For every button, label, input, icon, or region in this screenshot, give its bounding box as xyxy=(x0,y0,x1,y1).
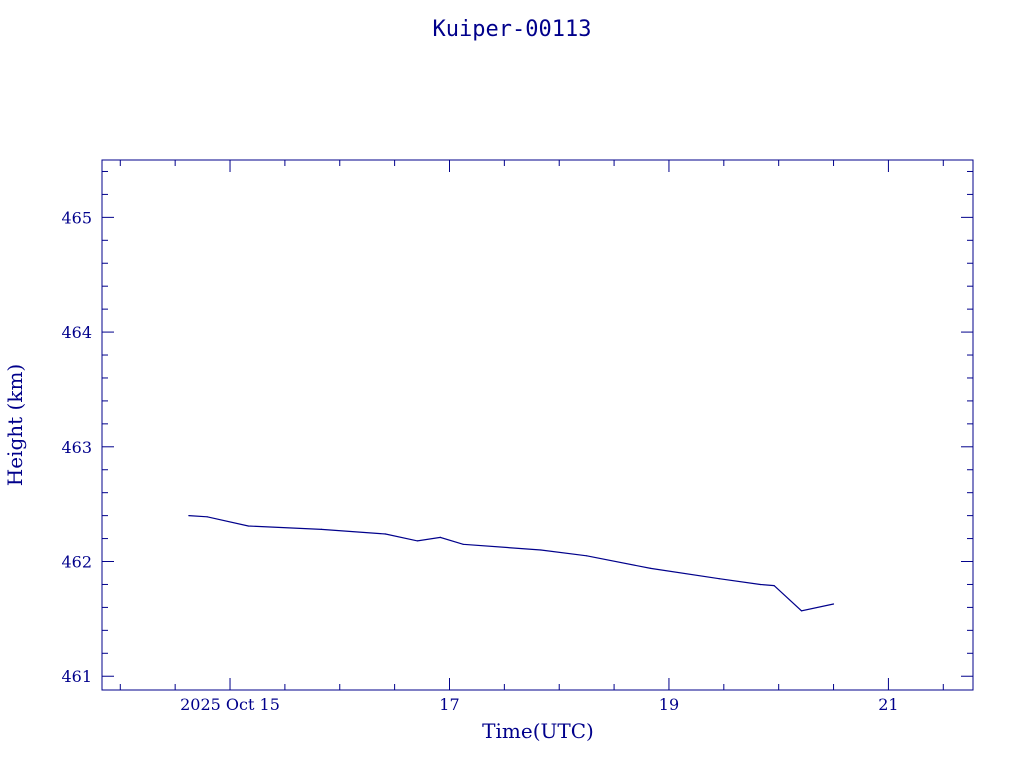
data-point xyxy=(439,536,441,539)
data-point xyxy=(586,555,588,557)
y-tick-label: 462 xyxy=(61,553,92,572)
series-line xyxy=(188,515,834,612)
data-point xyxy=(540,549,542,551)
x-axis-ticks xyxy=(119,160,944,690)
x-tick-label: 17 xyxy=(439,695,459,714)
x-tick-label: 2025 Oct 15 xyxy=(180,695,280,714)
x-axis-tick-labels: 2025 Oct 15 17 19 21 xyxy=(180,695,898,714)
y-tick-label: 465 xyxy=(61,208,92,227)
data-point xyxy=(416,540,419,542)
data-point xyxy=(650,567,652,570)
data-point xyxy=(800,610,803,612)
x-tick-label: 21 xyxy=(878,695,898,714)
data-point xyxy=(832,603,835,605)
chart-title: Kuiper-00113 xyxy=(433,17,592,42)
y-axis-label: Height (km) xyxy=(3,364,27,486)
data-point xyxy=(206,516,208,518)
data-point xyxy=(759,583,762,586)
y-axis-ticks xyxy=(102,170,973,677)
data-point xyxy=(384,533,387,535)
data-point xyxy=(773,585,775,587)
x-axis-label: Time(UTC) xyxy=(482,719,594,743)
y-tick-label: 463 xyxy=(61,438,92,457)
y-tick-label: 461 xyxy=(61,667,92,686)
data-point xyxy=(247,525,249,527)
data-point xyxy=(718,578,720,580)
data-point xyxy=(462,543,464,545)
series-points xyxy=(188,515,835,612)
data-point xyxy=(320,528,323,531)
y-axis-tick-labels: 461 462 463 464 465 xyxy=(61,208,92,686)
y-tick-label: 464 xyxy=(61,323,92,342)
data-point xyxy=(188,515,190,517)
plot-frame xyxy=(101,159,974,691)
x-tick-label: 19 xyxy=(659,695,679,714)
